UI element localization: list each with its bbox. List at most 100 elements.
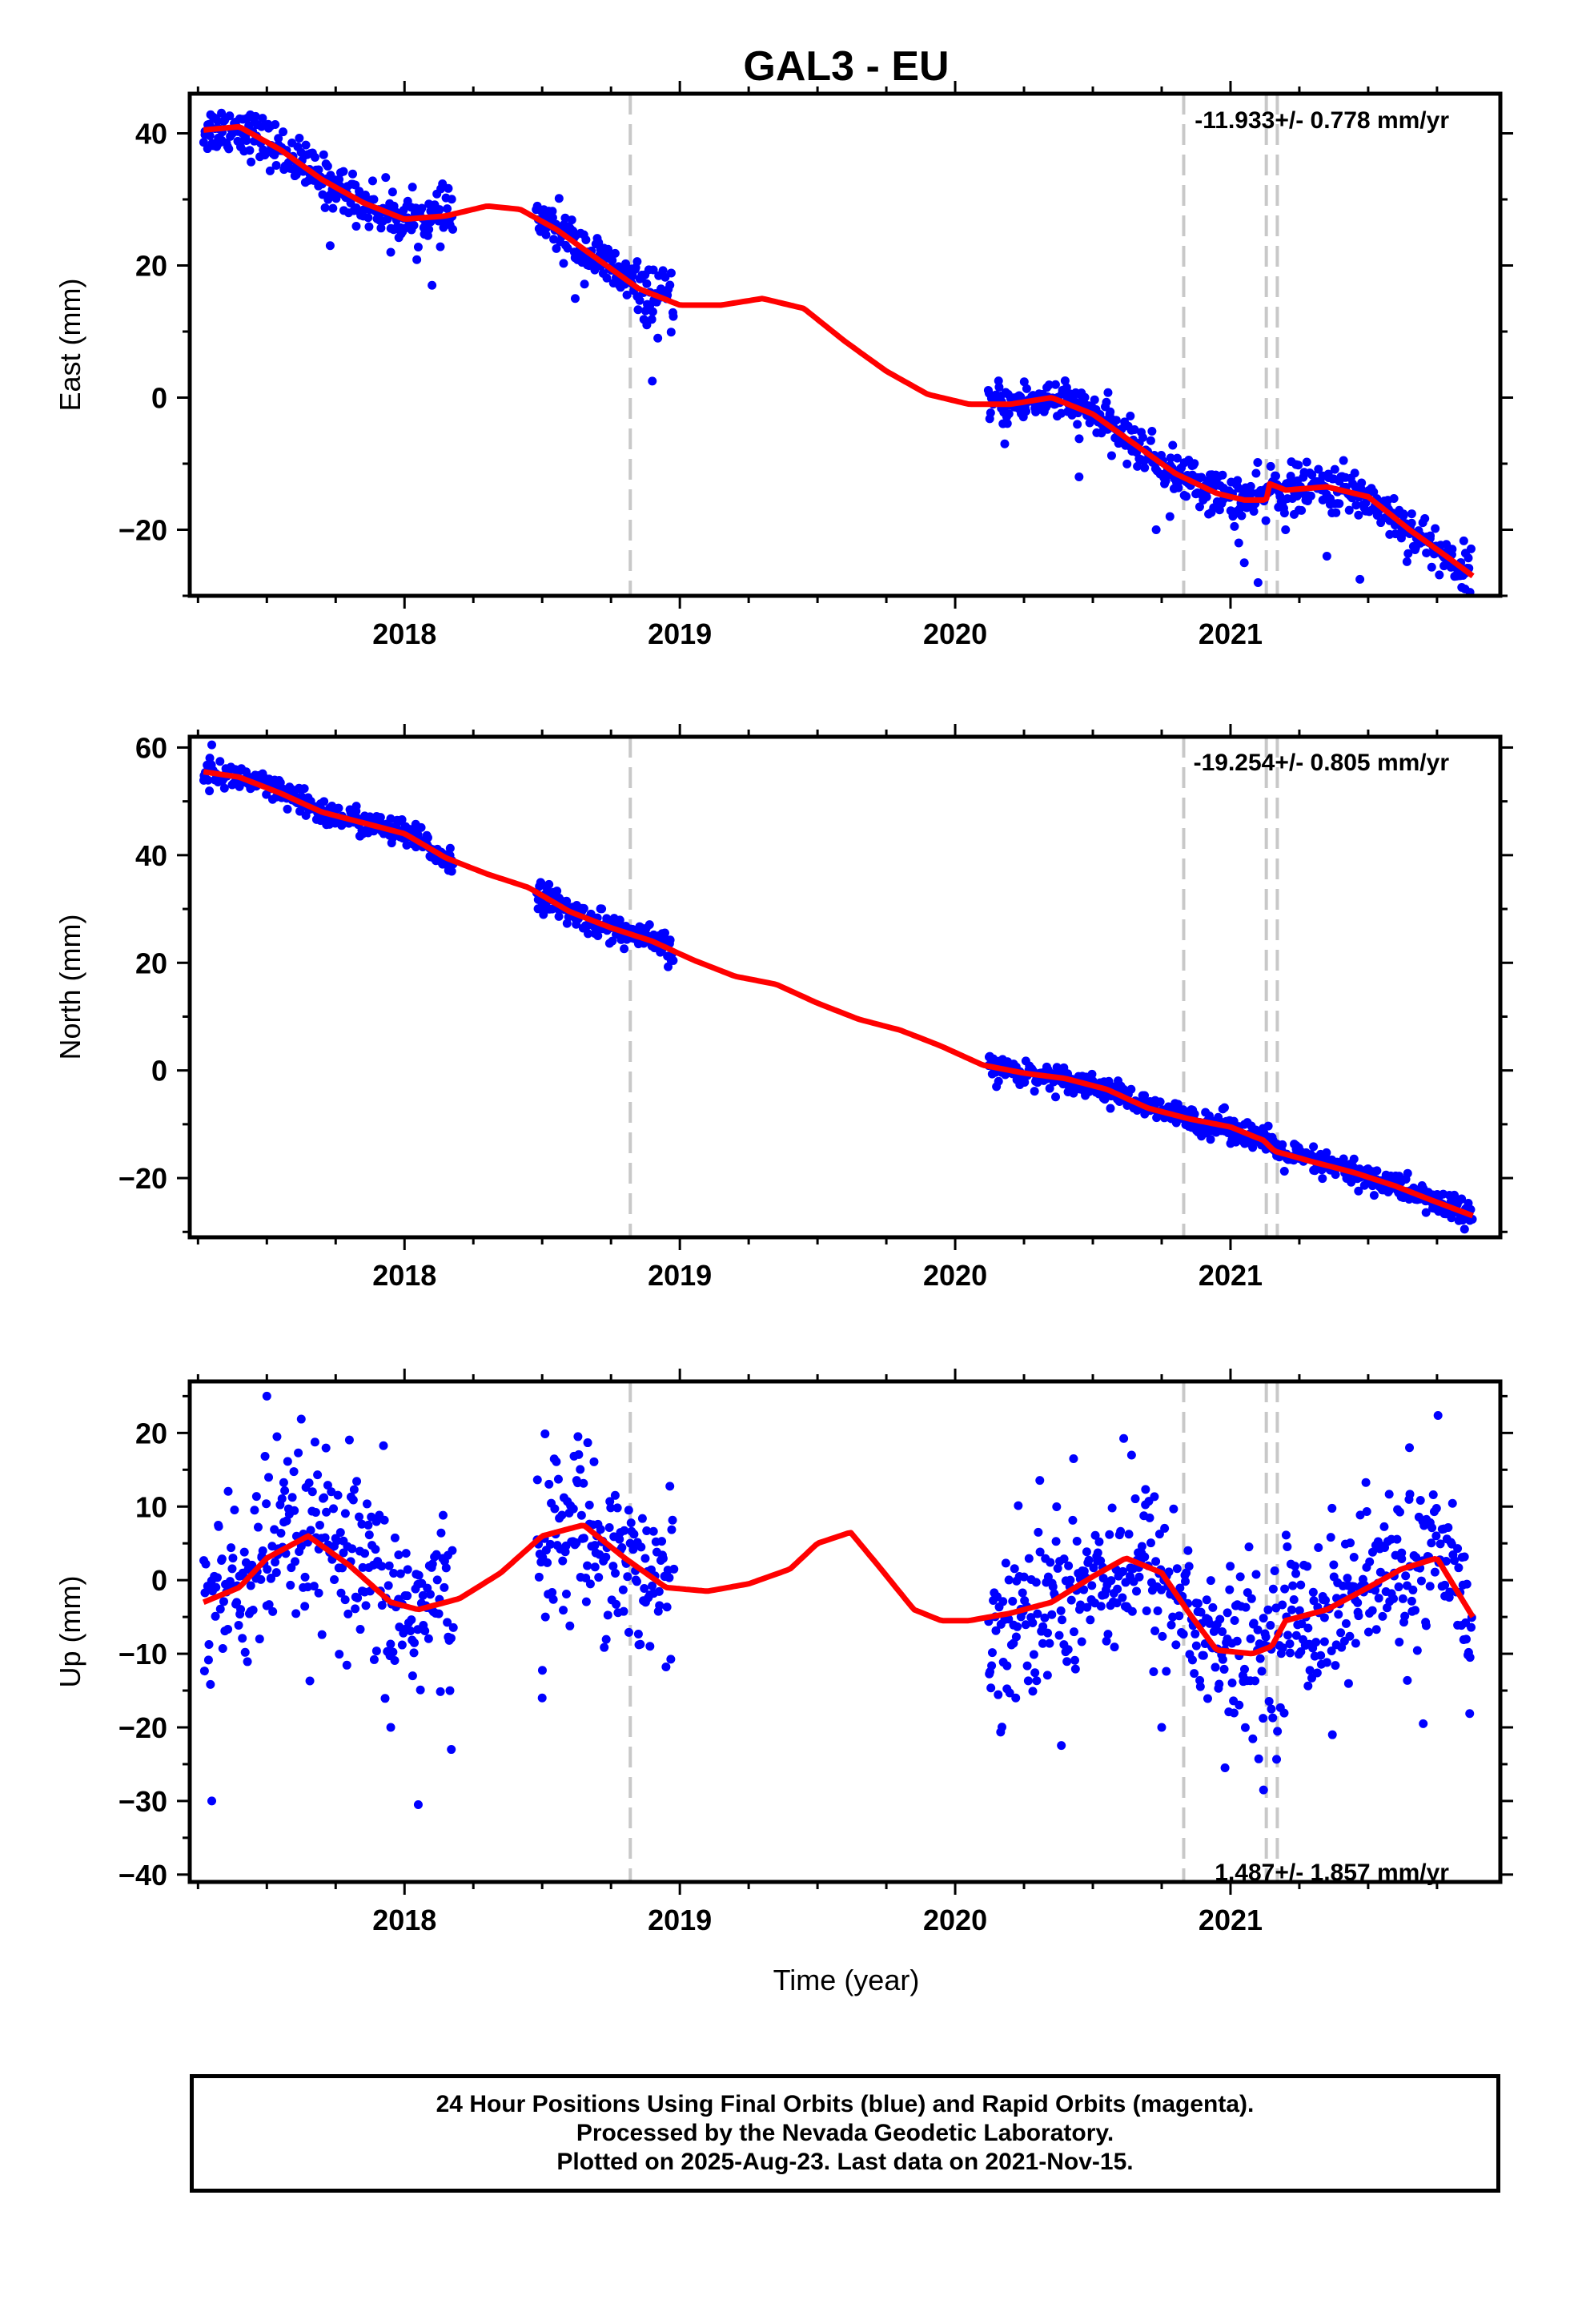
up-data-point: [1329, 1560, 1339, 1570]
north-data-point: [1248, 1143, 1258, 1152]
east-data-point: [1271, 471, 1280, 480]
up-data-point: [320, 1533, 330, 1542]
up-data-point: [1082, 1547, 1091, 1557]
up-data-point: [306, 1526, 315, 1535]
north-data-point: [1140, 1091, 1150, 1100]
up-data-point: [1190, 1669, 1199, 1679]
up-data-point: [1353, 1598, 1363, 1607]
east-data-point: [301, 140, 311, 150]
east-outlier-point: [386, 247, 396, 257]
north-data-point: [375, 813, 385, 822]
up-data-point: [1038, 1622, 1048, 1631]
east-data-point: [994, 382, 1004, 392]
east-frame: [187, 91, 1503, 598]
up-data-point: [300, 1602, 310, 1611]
east-data-point: [424, 225, 434, 235]
up-data-point: [620, 1526, 629, 1535]
up-y-tick-label: 0: [151, 1564, 167, 1597]
north-data-point: [205, 754, 215, 763]
north-x-tick-label: 2021: [1199, 1259, 1263, 1292]
up-data-point: [1361, 1478, 1371, 1487]
north-data-point: [262, 790, 271, 799]
east-data-point: [1302, 457, 1311, 467]
up-data-point: [380, 1694, 390, 1703]
up-data-point: [1362, 1507, 1371, 1517]
north-data-point: [1403, 1168, 1412, 1178]
up-data-point: [282, 1516, 291, 1526]
up-model-curve: [202, 1522, 1476, 1657]
up-data-point: [342, 1660, 351, 1670]
up-outlier-point: [1220, 1763, 1230, 1773]
up-data-point: [1048, 1582, 1058, 1591]
east-data-point: [251, 111, 260, 121]
up-data-point: [1395, 1507, 1404, 1517]
up-y-tick-label: 10: [135, 1490, 167, 1523]
north-data-point: [1030, 1087, 1039, 1096]
up-data-point: [313, 1470, 323, 1480]
up-data-point: [1235, 1572, 1245, 1582]
up-data-point: [377, 1601, 387, 1610]
up-data-point: [206, 1679, 215, 1689]
up-data-point: [626, 1518, 636, 1528]
up-data-point: [1378, 1611, 1387, 1621]
north-data-point: [1020, 1077, 1030, 1087]
north-data-point: [608, 936, 617, 946]
up-data-point: [394, 1550, 404, 1560]
up-data-point: [553, 1474, 563, 1484]
east-data-point: [610, 248, 620, 258]
east-outlier-point: [1165, 512, 1174, 521]
east-data-point: [328, 203, 338, 213]
east-x-tick-label: 2021: [1199, 617, 1263, 650]
east-data-point: [1166, 453, 1175, 463]
north-data-point: [1318, 1174, 1327, 1184]
up-data-point: [655, 1601, 665, 1610]
up-data-point: [1054, 1630, 1064, 1640]
east-data-point: [279, 127, 288, 137]
up-data-point: [1113, 1584, 1122, 1594]
east-outlier-point: [428, 280, 437, 290]
east-data-point: [387, 187, 397, 197]
up-data-point: [601, 1552, 611, 1562]
up-data-point: [565, 1621, 575, 1630]
up-data-point: [230, 1505, 239, 1514]
up-data-point: [1303, 1562, 1312, 1571]
up-data-point: [1052, 1502, 1062, 1511]
east-data-point: [986, 408, 995, 418]
up-data-point: [240, 1647, 250, 1657]
up-data-point: [1305, 1666, 1315, 1675]
up-panel: 2018 2019 2020 2021 −40 −30 −20 −10 0 10 20 Up (mm)…: [54, 1369, 1513, 1936]
east-data-point: [1130, 425, 1139, 435]
up-data-point: [361, 1601, 371, 1610]
up-outlier-point: [447, 1745, 456, 1755]
east-data-point: [604, 244, 613, 254]
east-data-point: [265, 166, 275, 175]
east-y-tick-label: 20: [135, 250, 167, 283]
north-data-point: [215, 757, 225, 766]
east-data-point: [666, 268, 676, 278]
up-data-point: [440, 1582, 449, 1592]
up-data-point: [615, 1534, 624, 1544]
east-data-point: [412, 255, 422, 264]
up-data-point: [1264, 1697, 1274, 1707]
up-data-point: [1314, 1543, 1323, 1553]
up-data-point: [605, 1497, 615, 1506]
up-data-point: [1001, 1558, 1010, 1568]
up-data-point: [1112, 1598, 1122, 1608]
east-data-point: [1389, 493, 1399, 503]
up-data-point: [1096, 1602, 1106, 1611]
up-data-point: [1279, 1708, 1289, 1718]
up-data-point: [215, 1604, 225, 1614]
east-data-point: [242, 135, 251, 145]
up-data-point: [396, 1569, 405, 1578]
up-data-point: [1066, 1595, 1076, 1605]
up-data-point: [343, 1609, 353, 1618]
up-data-point: [1460, 1552, 1469, 1562]
east-rate-label: -11.933+/- 0.778 mm/yr: [1195, 107, 1449, 134]
north-model-curve: [203, 769, 1474, 1219]
up-data-point: [1412, 1646, 1422, 1655]
up-outlier-point: [1157, 1723, 1166, 1732]
up-data-point: [628, 1545, 638, 1554]
up-data-point: [384, 1561, 394, 1570]
up-outlier-point: [413, 1799, 423, 1809]
up-data-point: [648, 1526, 658, 1536]
